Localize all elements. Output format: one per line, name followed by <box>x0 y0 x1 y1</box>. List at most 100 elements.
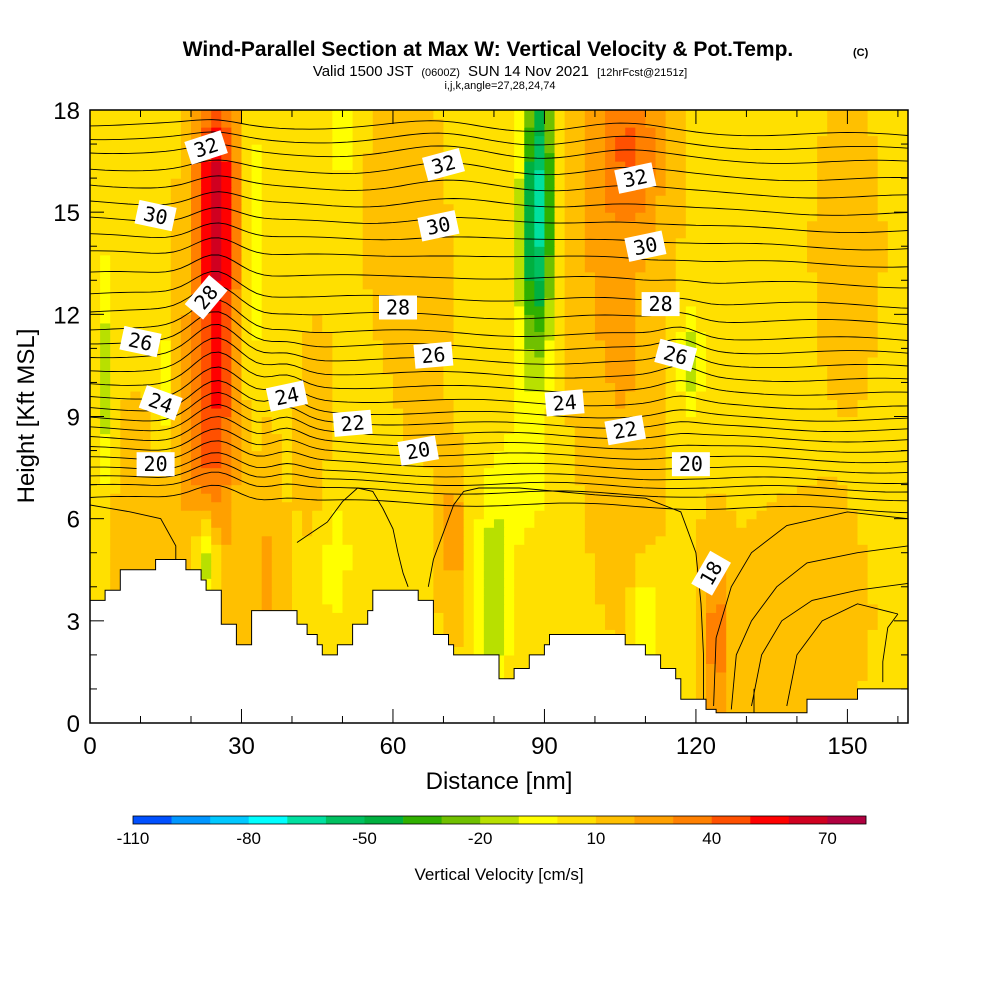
velocity-cell <box>635 331 647 341</box>
velocity-cell <box>90 280 101 290</box>
velocity-cell <box>453 586 465 596</box>
velocity-cell <box>90 535 101 545</box>
velocity-cell <box>312 373 323 384</box>
velocity-cell <box>605 348 616 358</box>
velocity-cell <box>605 586 616 596</box>
velocity-cell <box>281 569 293 579</box>
velocity-cell <box>796 569 808 579</box>
velocity-cell <box>372 237 384 247</box>
velocity-cell <box>433 365 445 375</box>
velocity-cell <box>403 203 414 213</box>
velocity-cell <box>140 365 152 375</box>
velocity-cell <box>170 527 182 537</box>
velocity-cell <box>473 254 485 264</box>
velocity-cell <box>231 348 243 358</box>
velocity-cell <box>342 271 354 281</box>
velocity-cell <box>211 527 222 537</box>
velocity-cell <box>665 527 677 537</box>
velocity-cell <box>372 569 384 579</box>
velocity-cell <box>291 450 303 460</box>
velocity-cell <box>685 476 697 486</box>
velocity-cell <box>251 535 263 545</box>
velocity-cell <box>675 612 687 622</box>
velocity-cell <box>453 331 465 341</box>
velocity-cell <box>463 195 475 205</box>
velocity-cell <box>615 339 626 349</box>
velocity-cell <box>695 501 707 511</box>
velocity-cell <box>837 373 849 384</box>
velocity-cell <box>261 484 273 494</box>
velocity-cell <box>716 603 727 613</box>
velocity-cell <box>201 373 212 384</box>
velocity-cell <box>796 688 808 699</box>
velocity-cell <box>544 518 556 528</box>
velocity-cell <box>312 390 323 401</box>
velocity-cell <box>524 544 535 554</box>
velocity-cell <box>807 680 818 690</box>
velocity-cell <box>584 288 596 298</box>
velocity-cell <box>746 705 758 716</box>
velocity-cell <box>170 459 182 469</box>
velocity-cell <box>726 416 737 426</box>
velocity-cell <box>413 322 424 332</box>
velocity-cell <box>504 484 515 494</box>
velocity-cell <box>120 390 131 401</box>
velocity-cell <box>322 535 333 545</box>
velocity-cell <box>564 595 576 605</box>
velocity-cell <box>665 425 677 435</box>
velocity-cell <box>776 450 788 460</box>
velocity-cell <box>322 237 333 247</box>
velocity-cell <box>120 382 131 392</box>
velocity-cell <box>554 629 566 639</box>
velocity-cell <box>514 254 525 264</box>
velocity-cell <box>362 203 374 213</box>
velocity-cell <box>514 399 525 409</box>
velocity-cell <box>120 246 131 256</box>
velocity-cell <box>352 297 364 307</box>
velocity-cell <box>534 263 546 273</box>
velocity-cell <box>877 459 889 469</box>
velocity-cell <box>544 348 556 358</box>
velocity-cell <box>544 263 556 273</box>
velocity-cell <box>756 586 768 596</box>
velocity-cell <box>766 288 778 298</box>
velocity-cell <box>897 365 908 375</box>
velocity-cell <box>312 203 323 213</box>
velocity-cell <box>211 314 222 324</box>
velocity-cell <box>564 314 576 324</box>
velocity-cell <box>312 484 323 494</box>
velocity-cell <box>100 450 111 460</box>
velocity-cell <box>706 305 717 315</box>
velocity-cell <box>332 339 344 349</box>
velocity-cell <box>362 595 374 605</box>
velocity-cell <box>807 552 818 562</box>
velocity-cell <box>403 467 414 477</box>
velocity-cell <box>473 552 485 562</box>
velocity-cell <box>766 663 778 673</box>
velocity-cell <box>302 297 313 307</box>
velocity-cell <box>291 331 303 341</box>
velocity-cell <box>534 280 546 290</box>
velocity-cell <box>120 365 131 375</box>
velocity-cell <box>695 561 707 571</box>
velocity-cell <box>736 527 748 537</box>
velocity-cell <box>564 254 576 264</box>
velocity-cell <box>594 305 606 315</box>
velocity-cell <box>574 280 586 290</box>
velocity-cell <box>150 288 162 298</box>
velocity-cell <box>211 578 222 588</box>
velocity-cell <box>736 629 748 639</box>
velocity-cell <box>211 518 222 528</box>
velocity-cell <box>392 263 404 273</box>
velocity-cell <box>706 212 717 222</box>
velocity-cell <box>423 373 434 384</box>
velocity-cell <box>382 518 394 528</box>
velocity-cell <box>352 348 364 358</box>
velocity-cell <box>342 288 354 298</box>
velocity-cell <box>413 203 424 213</box>
velocity-cell <box>584 254 596 264</box>
velocity-cell <box>271 544 283 554</box>
velocity-cell <box>372 416 384 426</box>
velocity-cell <box>817 212 828 222</box>
velocity-cell <box>716 280 727 290</box>
